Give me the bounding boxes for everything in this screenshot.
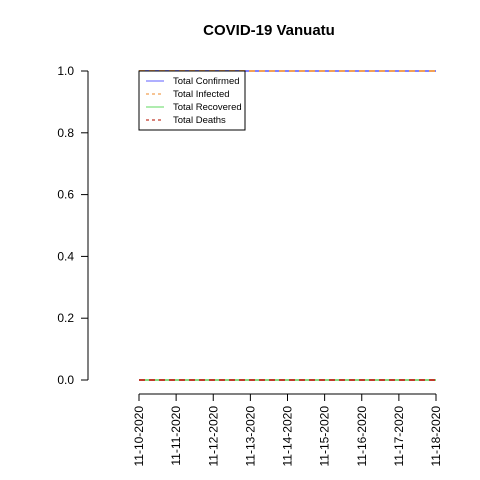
x-tick-label: 11-11-2020 xyxy=(169,406,183,466)
x-tick-label: 11-12-2020 xyxy=(206,406,220,467)
legend-label: Total Deaths xyxy=(173,115,226,126)
x-tick-label: 11-14-2020 xyxy=(281,406,295,467)
y-tick-label: 0.2 xyxy=(57,311,74,325)
y-tick-label: 0.4 xyxy=(57,249,74,263)
legend-box xyxy=(138,70,246,131)
x-tick-label: 11-15-2020 xyxy=(318,406,332,467)
x-tick-label: 11-18-2020 xyxy=(429,406,443,467)
y-tick-label: 1.0 xyxy=(57,64,74,78)
legend-label: Total Infected xyxy=(173,89,230,100)
y-axis: 0.0 0.2 0.4 0.6 0.8 1.0 xyxy=(57,64,89,387)
x-tick-label: 11-16-2020 xyxy=(355,406,369,467)
chart-title: COVID-19 Vanuatu xyxy=(203,22,335,39)
y-tick-label: 0.8 xyxy=(57,126,74,140)
y-tick-label: 0.0 xyxy=(57,373,74,387)
x-tick-label: 11-13-2020 xyxy=(243,406,257,467)
x-axis: 11-10-2020 11-11-2020 11-12-2020 11-13-2020… xyxy=(132,393,443,467)
x-tick-label: 11-17-2020 xyxy=(392,406,406,467)
x-tick-label: 11-10-2020 xyxy=(132,406,146,467)
legend-label: Total Confirmed xyxy=(173,76,240,87)
legend: Total Confirmed Total Infected Total Recov… xyxy=(138,70,246,131)
legend-label: Total Recovered xyxy=(173,102,242,113)
y-tick-label: 0.6 xyxy=(57,188,74,202)
